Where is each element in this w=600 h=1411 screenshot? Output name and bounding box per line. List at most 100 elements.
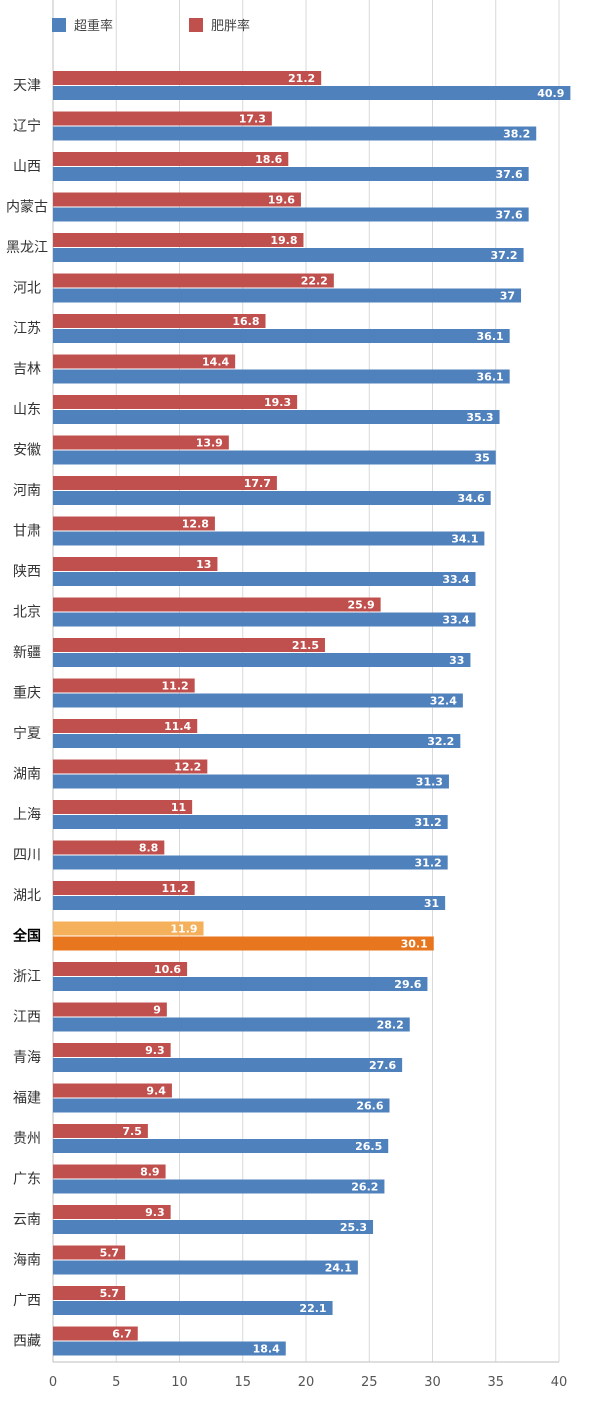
category-label: 云南 bbox=[13, 1212, 41, 1228]
data-label-obesity: 18.6 bbox=[255, 153, 282, 166]
data-label-overweight: 35.3 bbox=[466, 411, 493, 424]
bar-overweight-23 bbox=[53, 1017, 410, 1032]
bar-obesity-8 bbox=[53, 395, 298, 409]
legend-swatch-0 bbox=[52, 18, 66, 32]
x-tick-label: 30 bbox=[424, 1375, 441, 1390]
bar-obesity-19 bbox=[53, 840, 165, 855]
bar-overweight-28 bbox=[53, 1220, 374, 1234]
bar-overweight-31 bbox=[53, 1341, 286, 1356]
category-label: 黑龙江 bbox=[6, 240, 48, 256]
category-label: 全国 bbox=[12, 928, 41, 945]
bar-overweight-6 bbox=[53, 329, 510, 343]
data-label-obesity: 9.3 bbox=[145, 1206, 165, 1219]
bar-overweight-19 bbox=[53, 855, 448, 870]
bar-obesity-15 bbox=[53, 678, 195, 693]
bar-overweight-14 bbox=[53, 653, 471, 667]
x-tick-label: 40 bbox=[551, 1375, 568, 1390]
bar-obesity-6 bbox=[53, 314, 266, 328]
data-label-overweight: 33.4 bbox=[442, 573, 469, 586]
category-label: 四川 bbox=[13, 848, 41, 864]
bar-overweight-10 bbox=[53, 491, 491, 505]
x-axis: 0 5 10 15 20 25 30 35 40 bbox=[49, 1375, 567, 1390]
bar-obesity-27 bbox=[53, 1164, 166, 1179]
data-label-overweight: 33 bbox=[449, 654, 464, 667]
bar-obesity-4 bbox=[53, 233, 304, 247]
data-label-overweight: 36.1 bbox=[477, 371, 504, 384]
data-label-overweight: 37 bbox=[500, 290, 515, 303]
bar-overweight-26 bbox=[53, 1139, 389, 1153]
data-label-obesity: 21.2 bbox=[288, 72, 315, 85]
bar-overweight-17 bbox=[53, 774, 449, 789]
category-label: 西藏 bbox=[13, 1334, 41, 1350]
bars-group: 21.2 40.9 17.3 38.2 18.6 37.6 19.6 37.6 19.8 37.2… bbox=[53, 71, 571, 1356]
bar-overweight-29 bbox=[53, 1260, 358, 1275]
legend-label: 超重率 bbox=[74, 18, 113, 34]
bar-obesity-14 bbox=[53, 638, 325, 652]
x-tick-label: 25 bbox=[361, 1375, 378, 1390]
data-label-overweight: 31.2 bbox=[415, 857, 442, 870]
data-label-obesity: 14.4 bbox=[202, 356, 229, 369]
data-label-obesity: 12.8 bbox=[182, 518, 209, 531]
data-label-overweight: 28.2 bbox=[377, 1019, 404, 1032]
data-label-overweight: 40.9 bbox=[537, 87, 564, 100]
category-label: 吉林 bbox=[13, 362, 41, 378]
category-label: 上海 bbox=[13, 807, 41, 823]
data-label-overweight: 31.3 bbox=[416, 776, 443, 789]
bar-obesity-12 bbox=[53, 557, 218, 571]
x-tick-label: 20 bbox=[298, 1375, 315, 1390]
data-label-obesity: 11.2 bbox=[162, 882, 189, 895]
data-label-obesity: 19.3 bbox=[264, 396, 291, 409]
data-label-obesity: 11.4 bbox=[164, 720, 191, 733]
bar-obesity-0 bbox=[53, 71, 322, 85]
bar-overweight-3 bbox=[53, 207, 529, 222]
category-label: 河北 bbox=[13, 281, 41, 297]
bar-overweight-0 bbox=[53, 86, 571, 100]
category-label: 山西 bbox=[13, 159, 41, 175]
data-label-obesity: 5.7 bbox=[100, 1287, 120, 1300]
category-labels: 天津辽宁山西内蒙古黑龙江河北江苏吉林山东安徽河南甘肃陕西北京新疆重庆宁夏湖南上海… bbox=[6, 78, 48, 1350]
bar-obesity-13 bbox=[53, 597, 381, 612]
data-label-overweight: 31 bbox=[424, 897, 439, 910]
bar-obesity-11 bbox=[53, 516, 215, 531]
data-label-obesity: 17.3 bbox=[239, 113, 266, 126]
bar-obesity-29 bbox=[53, 1245, 126, 1260]
data-label-obesity: 6.7 bbox=[112, 1328, 132, 1341]
data-label-obesity: 21.5 bbox=[292, 639, 319, 652]
category-label: 甘肃 bbox=[13, 524, 41, 540]
x-tick-label: 15 bbox=[234, 1375, 251, 1390]
data-label-obesity: 10.6 bbox=[154, 963, 181, 976]
bar-obesity-17 bbox=[53, 759, 208, 774]
data-label-obesity: 13 bbox=[196, 558, 211, 571]
data-label-overweight: 35 bbox=[474, 452, 489, 465]
category-label: 重庆 bbox=[13, 686, 41, 702]
category-label: 贵州 bbox=[13, 1131, 41, 1147]
data-label-overweight: 18.4 bbox=[253, 1343, 280, 1356]
category-label: 湖北 bbox=[13, 888, 41, 904]
bar-overweight-24 bbox=[53, 1058, 403, 1072]
bar-obesity-20 bbox=[53, 881, 195, 895]
bar-overweight-5 bbox=[53, 288, 522, 303]
data-label-obesity: 16.8 bbox=[232, 315, 259, 328]
category-label: 新疆 bbox=[13, 645, 41, 661]
data-label-overweight: 26.2 bbox=[351, 1181, 378, 1194]
bar-overweight-21 bbox=[53, 936, 434, 951]
data-label-obesity: 7.5 bbox=[122, 1125, 142, 1138]
bar-obesity-10 bbox=[53, 476, 277, 490]
data-label-overweight: 33.4 bbox=[442, 614, 469, 627]
data-label-overweight: 37.6 bbox=[495, 168, 522, 181]
data-label-obesity: 11.2 bbox=[162, 680, 189, 693]
data-label-obesity: 11 bbox=[171, 801, 186, 814]
data-label-overweight: 32.4 bbox=[430, 695, 457, 708]
bar-overweight-7 bbox=[53, 369, 510, 384]
data-label-obesity: 5.7 bbox=[100, 1247, 120, 1260]
category-label: 江苏 bbox=[13, 321, 41, 337]
data-label-overweight: 26.5 bbox=[355, 1140, 382, 1153]
bar-overweight-15 bbox=[53, 693, 463, 708]
bar-overweight-16 bbox=[53, 734, 461, 748]
x-tick-label: 5 bbox=[112, 1375, 120, 1390]
data-label-overweight: 37.6 bbox=[495, 209, 522, 222]
data-label-obesity: 19.6 bbox=[268, 194, 295, 207]
bar-obesity-3 bbox=[53, 192, 301, 207]
